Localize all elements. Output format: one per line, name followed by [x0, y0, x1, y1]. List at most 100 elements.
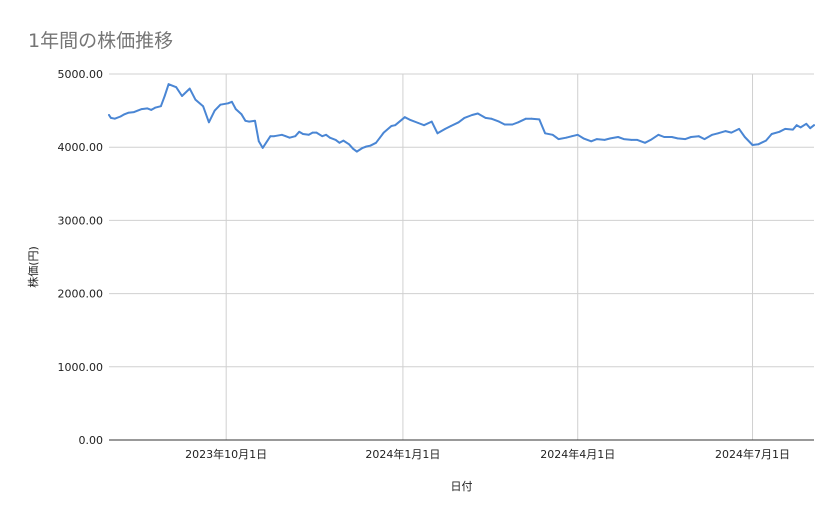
- data-point: [167, 83, 170, 86]
- data-point: [617, 136, 619, 138]
- data-point: [795, 124, 798, 127]
- y-tick-label: 1000.00: [58, 361, 104, 374]
- data-point: [805, 122, 808, 125]
- data-point: [365, 145, 368, 148]
- data-point: [471, 114, 473, 116]
- x-tick-label: 2023年10月1日: [185, 447, 267, 461]
- data-point: [361, 147, 364, 149]
- data-point: [269, 135, 272, 138]
- x-tick-label: 2024年7月1日: [715, 447, 790, 461]
- data-point: [194, 98, 197, 101]
- data-point: [110, 117, 112, 119]
- data-point: [315, 131, 318, 134]
- data-point: [108, 114, 110, 116]
- data-point: [630, 139, 633, 141]
- data-point: [538, 118, 541, 121]
- y-tick-label: 5000.00: [58, 68, 104, 81]
- data-point: [321, 135, 324, 138]
- data-point: [571, 135, 573, 138]
- data-point: [778, 130, 781, 133]
- data-point: [348, 143, 350, 146]
- data-point: [557, 138, 560, 141]
- data-point: [430, 120, 433, 123]
- data-point: [213, 109, 216, 112]
- y-tick-label: 0.00: [79, 434, 104, 447]
- data-point: [352, 147, 354, 150]
- data-point: [525, 117, 527, 120]
- data-point: [311, 131, 314, 134]
- data-point: [119, 115, 122, 118]
- data-point: [663, 136, 666, 138]
- data-point: [511, 123, 514, 126]
- data-point: [294, 135, 297, 138]
- data-point: [582, 137, 585, 140]
- data-point: [576, 133, 579, 136]
- data-point: [375, 141, 377, 144]
- data-point: [355, 150, 358, 153]
- data-point: [622, 138, 625, 141]
- data-point: [450, 125, 452, 127]
- data-point: [670, 136, 673, 138]
- data-point: [609, 137, 612, 140]
- data-point: [288, 136, 291, 139]
- data-point: [423, 124, 425, 127]
- data-point: [307, 133, 310, 136]
- data-point: [503, 123, 506, 126]
- data-point: [784, 127, 787, 130]
- y-axis-title: 株価(円): [26, 246, 40, 288]
- data-point: [208, 121, 210, 124]
- data-point: [284, 135, 287, 138]
- x-tick-label: 2024年4月1日: [540, 447, 615, 461]
- data-point: [163, 95, 166, 97]
- data-point: [394, 124, 397, 127]
- x-tick-label: 2024年1月1日: [365, 447, 440, 461]
- data-point: [244, 119, 247, 122]
- data-point: [146, 107, 149, 110]
- y-axis-ticks: 0.00 1000.00 2000.00 3000.00 4000.00 5000.00: [58, 68, 104, 447]
- data-point: [751, 144, 754, 146]
- series-layer: [108, 83, 815, 153]
- data-point: [724, 130, 727, 133]
- data-point: [150, 109, 153, 111]
- data-point: [517, 121, 520, 124]
- data-point: [770, 133, 773, 135]
- data-point: [369, 144, 372, 147]
- data-point: [530, 117, 533, 120]
- data-point: [551, 133, 554, 136]
- data-point: [240, 113, 243, 116]
- data-point: [417, 122, 420, 124]
- data-point: [219, 103, 222, 106]
- data-point: [684, 138, 687, 141]
- data-point: [649, 139, 652, 141]
- data-point: [813, 124, 815, 127]
- data-point: [175, 86, 178, 89]
- data-point: [544, 132, 546, 135]
- data-point: [676, 137, 679, 140]
- data-point: [261, 147, 264, 149]
- data-point: [342, 139, 345, 142]
- data-point: [338, 141, 341, 144]
- data-point: [697, 135, 700, 138]
- data-point: [498, 120, 500, 123]
- data-point: [390, 125, 393, 127]
- data-point: [379, 136, 381, 139]
- data-point: [382, 131, 385, 134]
- data-point: [334, 139, 337, 141]
- data-point: [188, 87, 191, 90]
- data-point: [281, 133, 283, 136]
- data-point: [231, 100, 233, 103]
- y-tick-label: 2000.00: [58, 288, 104, 301]
- data-point: [743, 136, 746, 138]
- data-point: [596, 138, 598, 141]
- data-point: [757, 143, 760, 146]
- y-tick-label: 4000.00: [58, 141, 104, 154]
- data-point: [298, 130, 301, 133]
- data-point: [136, 109, 139, 112]
- data-point: [565, 136, 568, 139]
- data-point: [765, 139, 767, 142]
- data-point: [181, 95, 183, 97]
- data-point: [127, 111, 130, 114]
- data-point: [799, 126, 802, 129]
- data-point: [490, 117, 493, 120]
- data-point: [329, 136, 331, 139]
